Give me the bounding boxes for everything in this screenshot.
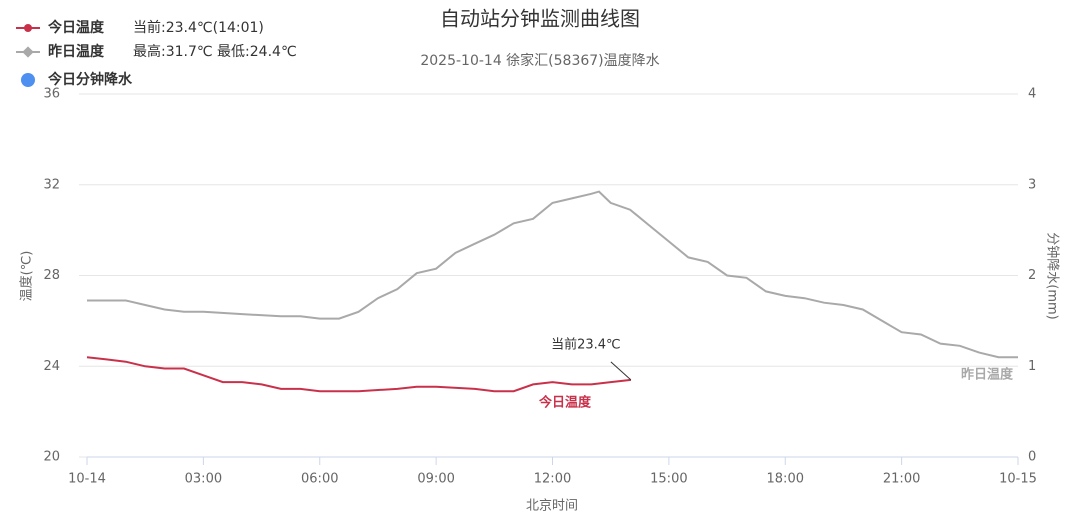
legend-note: 当前:23.4℃(14:01) [133,19,264,36]
y2-tick-label: 4 [1028,87,1036,102]
y-tick-label: 24 [43,359,60,374]
x-axis-label: 北京时间 [526,499,578,514]
legend-label: 今日温度 [47,19,105,36]
chart-subtitle: 2025-10-14 徐家汇(58367)温度降水 [420,52,659,69]
x-tick-label: 21:00 [883,472,920,487]
y-tick-label: 36 [43,87,60,102]
annotation: 当前23.4℃ [551,336,621,352]
legend-label: 昨日温度 [48,43,105,60]
legend-marker [21,73,35,87]
legend-label: 今日分钟降水 [47,71,133,88]
x-tick-label: 12:00 [534,472,571,487]
y2-tick-label: 0 [1028,450,1036,465]
x-tick-label: 06:00 [301,472,338,487]
y2-tick-label: 1 [1028,359,1036,374]
y-tick-label: 20 [43,450,60,465]
x-tick-label: 18:00 [767,472,804,487]
legend-marker [24,24,32,32]
x-tick-label: 03:00 [185,472,222,487]
chart-title: 自动站分钟监测曲线图 [440,7,640,31]
y2-tick-label: 3 [1028,177,1036,192]
x-tick-label: 10-15 [999,472,1037,487]
y-axis-label: 温度(℃) [19,251,35,302]
annotation-pointer [610,361,632,381]
series-end-label: 今日温度 [538,395,592,411]
series-line [86,356,632,393]
x-tick-label: 10-14 [68,472,106,487]
y-tick-label: 32 [43,177,60,192]
y-tick-label: 28 [43,268,60,283]
legend-marker [22,46,34,58]
series-line [87,190,1018,359]
y2-axis-label: 分钟降水(mm) [1045,232,1061,319]
series-end-label: 昨日温度 [961,367,1014,383]
y2-tick-label: 2 [1028,268,1036,283]
x-tick-label: 15:00 [650,472,687,487]
legend-note: 最高:31.7℃ 最低:24.4℃ [133,43,297,60]
x-tick-label: 09:00 [417,472,454,487]
